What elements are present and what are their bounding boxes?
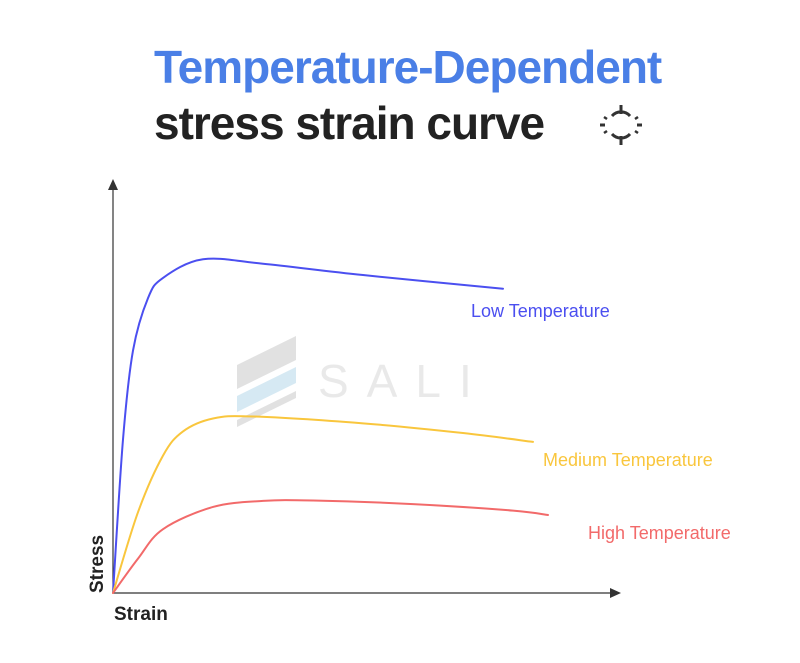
series-line-medium-temperature [112,415,534,594]
watermark-text: SALI [318,355,490,407]
series-line-low-temperature [112,257,504,594]
y-axis-arrow [108,179,118,190]
series-label-medium-temperature: Medium Temperature [543,450,713,470]
chart-title-line1: Temperature-Dependent [154,41,662,93]
chart-title-line2: stress strain curve [154,97,545,149]
x-axis-arrow [610,588,621,598]
y-axis-label: Stress [87,535,108,593]
gear-icon [600,105,642,145]
x-axis-label: Strain [114,604,168,625]
series-label-high-temperature: High Temperature [588,523,731,543]
watermark-logo: SALI [237,336,490,427]
series-label-low-temperature: Low Temperature [471,301,610,321]
series-line-high-temperature [112,499,549,594]
